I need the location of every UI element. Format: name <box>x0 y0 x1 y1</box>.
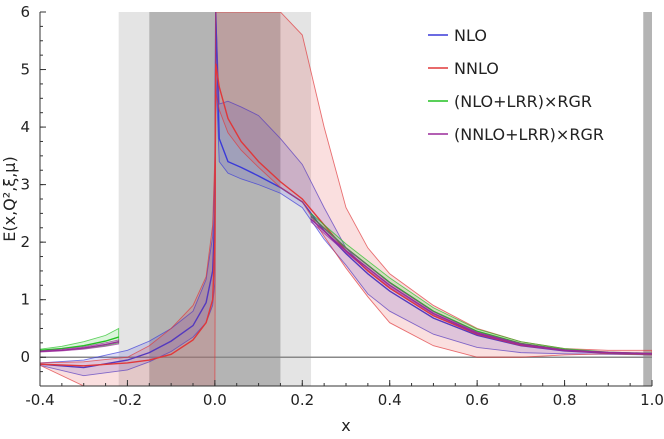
legend-label: (NLO+LRR)×RGR <box>454 92 592 111</box>
x-tick-label: 0.8 <box>553 391 577 409</box>
axes: -0.4 -0.2 0.0 0.2 0.4 0.6 0.8 1.0 0 1 2 3 4 5 6 <box>20 3 663 409</box>
x-tick-label: -0.2 <box>113 391 142 409</box>
y-tick-label: 3 <box>20 176 30 194</box>
x-tick-label: 0.6 <box>465 391 489 409</box>
series-3-line <box>40 341 119 353</box>
y-tick-label: 6 <box>20 3 30 21</box>
y-tick-label: 4 <box>20 118 30 136</box>
y-tick-label: 5 <box>20 61 30 79</box>
x-tick-label: 0.0 <box>203 391 227 409</box>
x-tick-label: 0.4 <box>378 391 402 409</box>
series-3-line <box>310 218 652 355</box>
x-tick-label: -0.4 <box>25 391 54 409</box>
series-2-line <box>40 336 119 352</box>
shaded-region-2 <box>643 12 652 386</box>
x-tick-label: 1.0 <box>640 391 664 409</box>
series-0-line <box>40 12 652 369</box>
legend-label: NLO <box>454 26 487 45</box>
series-3-band <box>310 215 652 355</box>
y-tick-label: 2 <box>20 233 30 251</box>
plot-area <box>40 12 652 386</box>
x-tick-label: 0.2 <box>290 391 314 409</box>
y-axis-title: E(x,Q²,ξ,μ) <box>0 156 19 241</box>
legend: NLO NNLO (NLO+LRR)×RGR (NNLO+LRR)×RGR <box>428 26 604 144</box>
x-axis-title: x <box>341 416 350 435</box>
y-tick-label: 1 <box>20 291 30 309</box>
legend-label: NNLO <box>454 59 499 78</box>
y-tick-label: 0 <box>20 348 30 366</box>
legend-label: (NNLO+LRR)×RGR <box>454 125 604 144</box>
